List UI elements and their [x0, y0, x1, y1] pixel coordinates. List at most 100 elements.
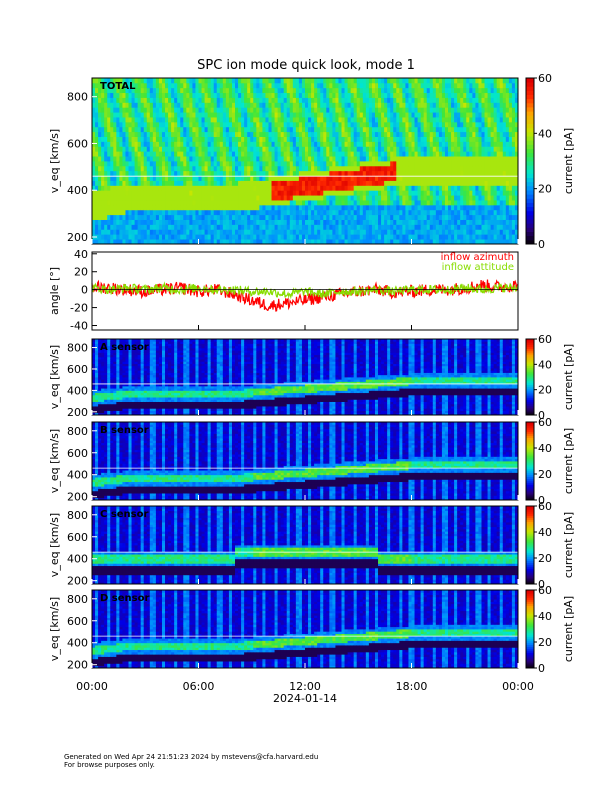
heatmap-cell — [174, 141, 178, 147]
heatmap-cell — [390, 180, 394, 186]
heatmap-cell — [496, 219, 501, 225]
heatmap-cell — [393, 107, 397, 113]
heatmap-cell — [146, 82, 151, 89]
heatmap-cell — [405, 165, 409, 172]
heatmap-cell — [177, 209, 181, 216]
heatmap-cell — [499, 200, 504, 206]
heatmap-cell — [259, 161, 263, 167]
heatmap-cell — [289, 195, 294, 201]
heatmap-cell — [475, 126, 479, 133]
heatmap-cell — [189, 107, 193, 113]
heatmap-cell — [216, 161, 221, 167]
heatmap-cell — [371, 161, 376, 167]
heatmap-cell — [481, 214, 485, 220]
heatmap-cell — [250, 161, 254, 167]
heatmap-cell — [180, 126, 184, 133]
heatmap-cell — [484, 82, 488, 89]
heatmap-cell — [432, 180, 437, 186]
heatmap-cell — [107, 219, 111, 225]
heatmap-cell — [216, 117, 221, 123]
heatmap-cell — [359, 180, 364, 186]
heatmap-cell — [399, 165, 403, 172]
heatmap-cell — [207, 136, 212, 142]
colorbar-cell — [526, 119, 534, 125]
heatmap-cell — [505, 146, 510, 152]
heatmap-cell — [216, 209, 221, 216]
heatmap-cell — [469, 121, 473, 128]
heatmap-cell — [311, 204, 315, 211]
heatmap-cell — [250, 78, 254, 84]
heatmap-cell — [335, 92, 339, 98]
heatmap-cell — [326, 136, 330, 142]
heatmap-cell — [420, 224, 425, 230]
heatmap-cell — [344, 200, 348, 206]
heatmap-cell — [335, 151, 339, 157]
heatmap-cell — [228, 141, 233, 147]
heatmap-cell — [426, 200, 431, 206]
heatmap-cell — [384, 195, 388, 201]
heatmap-cell — [238, 117, 242, 123]
heatmap-cell — [107, 209, 111, 216]
heatmap-cell — [399, 239, 403, 245]
heatmap-cell — [238, 185, 242, 191]
heatmap-cell — [365, 117, 370, 123]
heatmap-cell — [134, 156, 139, 162]
heatmap-cell — [171, 229, 175, 235]
heatmap-cell — [292, 185, 297, 191]
heatmap-cell — [368, 190, 373, 196]
heatmap-cell — [165, 82, 169, 89]
heatmap-cell — [484, 229, 488, 235]
heatmap-cell — [438, 209, 443, 216]
heatmap-cell — [152, 82, 157, 89]
heatmap-cell — [432, 224, 437, 230]
heatmap-cell — [192, 136, 196, 142]
heatmap-cell — [344, 224, 348, 230]
heatmap-cell — [457, 165, 461, 172]
heatmap-cell — [92, 401, 96, 405]
heatmap-cell — [502, 131, 507, 137]
heatmap-cell — [95, 345, 99, 349]
heatmap-cell — [390, 78, 394, 84]
heatmap-cell — [329, 161, 333, 167]
heatmap-cell — [362, 126, 367, 133]
y-axis-label: angle [°] — [48, 267, 61, 315]
heatmap-cell — [490, 180, 495, 186]
heatmap-cell — [222, 161, 227, 167]
heatmap-cell — [219, 224, 224, 230]
heatmap-cell — [131, 151, 135, 157]
heatmap-cell — [402, 92, 406, 98]
heatmap-cell — [231, 175, 236, 181]
heatmap-cell — [514, 151, 519, 157]
heatmap-cell — [478, 121, 482, 128]
heatmap-cell — [256, 87, 260, 94]
heatmap-cell — [213, 87, 218, 94]
heatmap-cell — [262, 141, 266, 147]
heatmap-cell — [207, 102, 212, 108]
heatmap-cell — [362, 200, 367, 206]
heatmap-cell — [113, 82, 117, 89]
heatmap-cell — [311, 82, 315, 89]
heatmap-cell — [411, 224, 415, 230]
heatmap-cell — [128, 82, 132, 89]
heatmap-cell — [454, 214, 458, 220]
heatmap-cell — [149, 200, 154, 206]
heatmap-cell — [374, 195, 379, 201]
heatmap-cell — [244, 146, 248, 152]
heatmap-cell — [469, 234, 473, 240]
heatmap-cell — [161, 136, 166, 142]
heatmap-cell — [326, 82, 330, 89]
heatmap-cell — [298, 234, 303, 240]
heatmap-cell — [225, 117, 230, 123]
heatmap-cell — [338, 165, 342, 172]
heatmap-cell — [417, 214, 422, 220]
heatmap-cell — [210, 121, 215, 128]
heatmap-cell — [368, 161, 373, 167]
heatmap-cell — [399, 102, 403, 108]
heatmap-cell — [225, 185, 230, 191]
heatmap-cell — [356, 136, 361, 142]
heatmap-cell — [152, 170, 157, 177]
heatmap-cell — [198, 239, 202, 245]
heatmap-cell — [454, 190, 458, 196]
heatmap-cell — [171, 224, 175, 230]
heatmap-cell — [487, 180, 492, 186]
